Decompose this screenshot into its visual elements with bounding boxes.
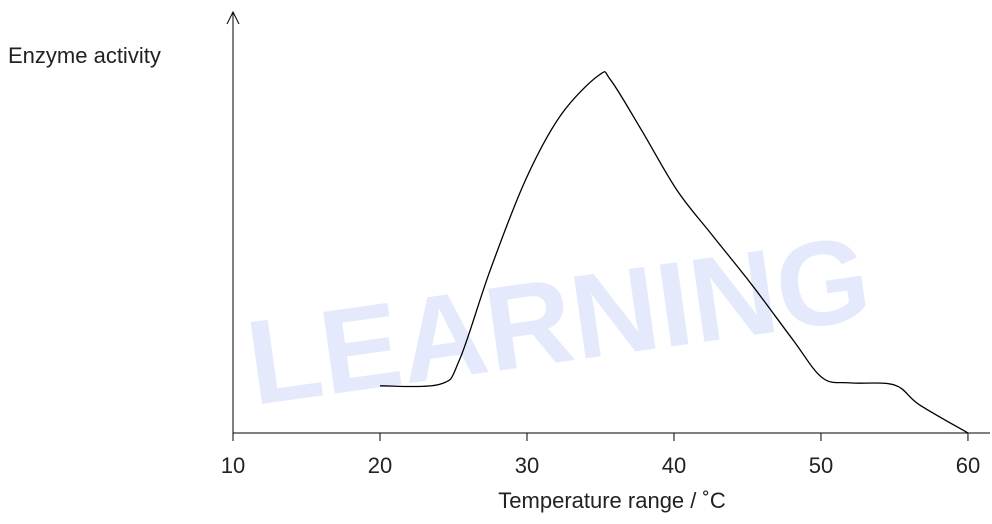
- x-tick-label: 60: [956, 453, 980, 478]
- y-axis-arrow: [226, 10, 240, 25]
- x-tick-label: 30: [515, 453, 539, 478]
- x-tick-label: 10: [221, 453, 245, 478]
- x-tick-label: 40: [662, 453, 686, 478]
- curve: [379, 71, 969, 434]
- y-axis-label: Enzyme activity: [8, 43, 161, 68]
- watermark: LEARNING: [239, 211, 878, 431]
- x-tick-label: 50: [809, 453, 833, 478]
- x-tick-label: 20: [368, 453, 392, 478]
- x-axis-label: Temperature range / ˚C: [498, 488, 726, 513]
